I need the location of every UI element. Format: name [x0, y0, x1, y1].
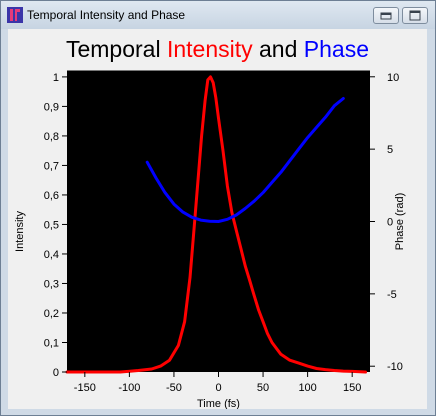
y-left-tick-label: 0,9 — [44, 101, 59, 113]
maximize-button[interactable] — [402, 7, 428, 24]
minimize-button[interactable] — [373, 7, 399, 24]
x-tick-label: 0 — [215, 382, 221, 394]
x-tick-label: -100 — [118, 382, 140, 394]
y-right-tick-label: 0 — [387, 217, 393, 229]
y-left-tick-label: 0,5 — [44, 219, 59, 231]
x-axis-label: Time (fs) — [197, 398, 240, 409]
y-left-tick-label: 0,7 — [44, 160, 59, 172]
y-left-tick-label: 0,6 — [44, 190, 59, 202]
app-icon — [7, 7, 23, 23]
y-right-tick-label: 5 — [387, 144, 393, 156]
y-right-tick-label: 10 — [387, 72, 399, 84]
x-tick-label: 150 — [343, 382, 361, 394]
x-tick-label: 50 — [257, 382, 269, 394]
y-left-axis-label: Intensity — [14, 211, 26, 252]
y-right-axis-label: Phase (rad) — [394, 193, 406, 250]
x-tick-label: -150 — [74, 382, 96, 394]
y-left-tick-label: 0,2 — [44, 308, 59, 320]
x-tick-label: 100 — [298, 382, 316, 394]
y-left-tick-label: 0,4 — [44, 249, 59, 261]
intensity-phase-chart: -150 -100 -50 0 50 100 15000,10,20,30,40,50,60… — [8, 29, 427, 409]
minimize-icon — [374, 8, 398, 23]
title-bar[interactable]: Temporal Intensity and Phase — [1, 1, 435, 29]
y-right-tick-label: -10 — [387, 361, 403, 373]
window-title: Temporal Intensity and Phase — [27, 8, 185, 22]
x-tick-label: -50 — [166, 382, 182, 394]
y-left-tick-label: 0,1 — [44, 337, 59, 349]
y-right-tick-label: -5 — [387, 289, 397, 301]
y-left-tick-label: 0,3 — [44, 278, 59, 290]
maximize-icon — [403, 8, 427, 23]
chart-panel: Temporal Intensity and Phase -150 -100 -50… — [8, 29, 427, 409]
y-left-tick-label: 0,8 — [44, 131, 59, 143]
y-left-tick-label: 0 — [53, 367, 59, 379]
y-left-tick-label: 1 — [53, 72, 59, 84]
